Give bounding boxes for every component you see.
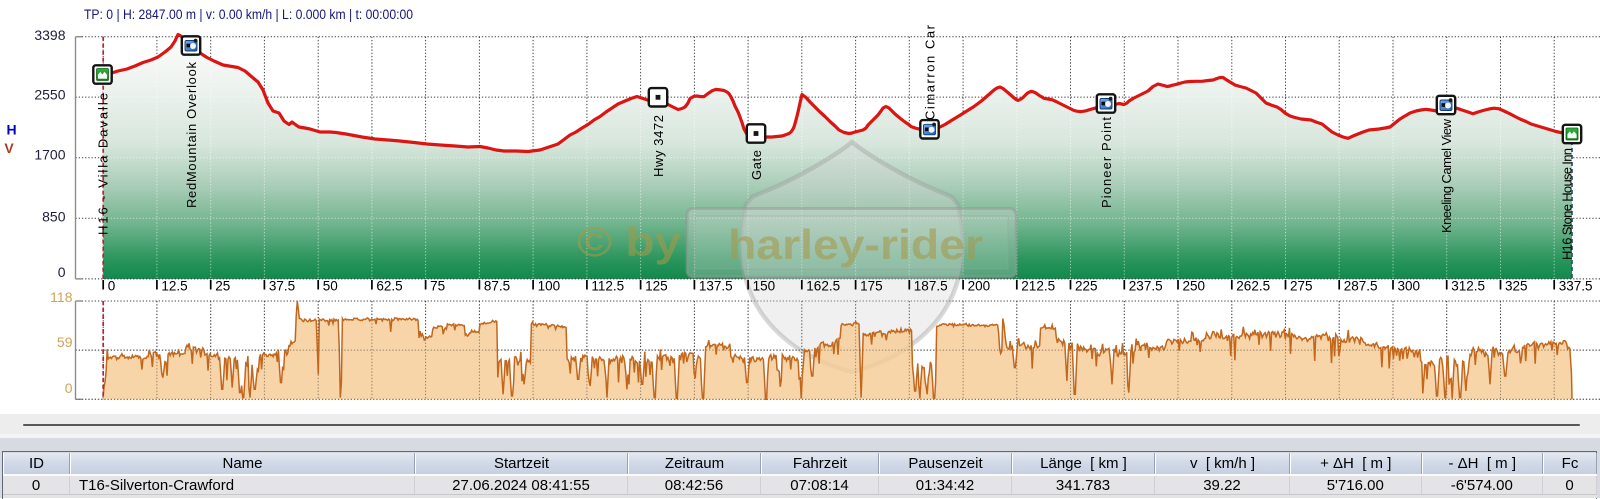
svg-text:0: 0 [58,264,66,280]
svg-text:Gate: Gate [749,150,764,180]
svg-text:225: 225 [1075,279,1098,294]
svg-text:1700: 1700 [34,147,65,163]
svg-text:Cimarron Car: Cimarron Car [922,24,937,120]
svg-text:125: 125 [645,279,668,294]
svg-text:© by: © by [577,218,682,265]
svg-text:237.5: 237.5 [1129,279,1163,294]
svg-text:3398: 3398 [34,27,65,43]
svg-text:262.5: 262.5 [1236,279,1270,294]
svg-text:287.5: 287.5 [1344,279,1378,294]
svg-text:Pioneer Point: Pioneer Point [1099,117,1114,208]
svg-text:59: 59 [57,334,73,350]
svg-text:275: 275 [1290,279,1313,294]
svg-text:50: 50 [323,279,338,294]
svg-text:325: 325 [1505,279,1528,294]
svg-text:harley-rider: harley-rider [728,221,983,268]
svg-text:187.5: 187.5 [914,279,948,294]
svg-text:H16 Stone House Inn: H16 Stone House Inn [1559,148,1574,260]
svg-text:25: 25 [215,279,230,294]
svg-text:100: 100 [538,279,561,294]
svg-text:12.5: 12.5 [161,279,187,294]
svg-text:0: 0 [108,279,116,294]
svg-text:250: 250 [1183,279,1206,294]
svg-text:300: 300 [1398,279,1421,294]
svg-text:162.5: 162.5 [806,279,840,294]
svg-text:Kneeling Camel View: Kneeling Camel View [1439,118,1454,233]
svg-text:118: 118 [50,289,73,305]
svg-text:850: 850 [42,209,66,225]
svg-text:337.5: 337.5 [1559,279,1593,294]
svg-text:37.5: 37.5 [269,279,295,294]
svg-text:0: 0 [65,380,73,396]
svg-text:87.5: 87.5 [484,279,510,294]
svg-text:175: 175 [860,279,883,294]
svg-text:75: 75 [430,279,445,294]
svg-text:Hwy 3472: Hwy 3472 [651,115,666,177]
svg-text:200: 200 [968,279,991,294]
svg-text:137.5: 137.5 [699,279,733,294]
svg-text:62.5: 62.5 [376,279,402,294]
svg-text:RedMountain Overlook: RedMountain Overlook [184,62,199,209]
svg-text:312.5: 312.5 [1451,279,1485,294]
svg-text:150: 150 [753,279,776,294]
svg-text:TP: 0 | H: 2847.00 m | v: 0.00: TP: 0 | H: 2847.00 m | v: 0.00 km/h | L:… [84,7,413,22]
svg-text:H: H [6,122,16,138]
svg-text:212.5: 212.5 [1021,279,1055,294]
svg-text:112.5: 112.5 [591,279,624,294]
svg-text:V: V [4,140,14,156]
svg-text:2550: 2550 [34,87,65,103]
